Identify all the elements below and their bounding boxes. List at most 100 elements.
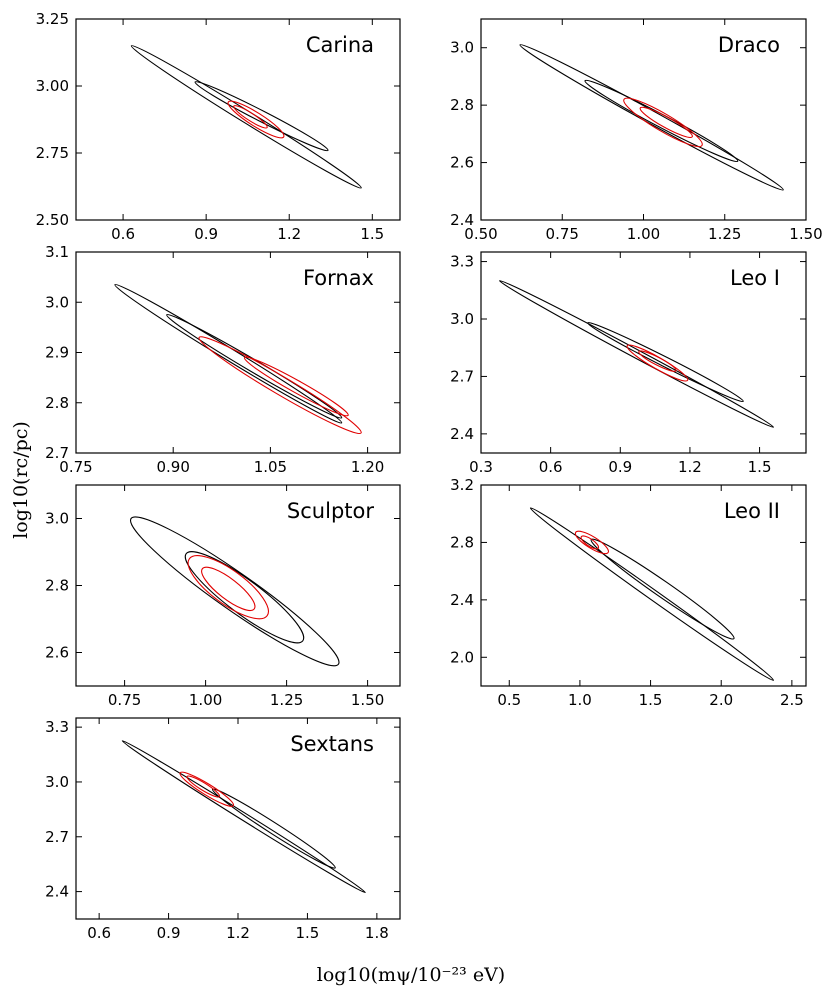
x-tick-label: 0.9 <box>157 924 181 942</box>
contours-leo-ii <box>529 507 775 681</box>
contour-black-0 <box>519 44 784 191</box>
contour-black-1 <box>590 538 735 640</box>
y-tick-label: 2.4 <box>450 211 474 229</box>
contour-black-1 <box>587 322 744 403</box>
contour-red-3 <box>638 350 677 372</box>
panel-title: Sculptor <box>287 499 374 523</box>
contour-black-0 <box>121 740 366 894</box>
x-tick-label: 1.5 <box>295 924 319 942</box>
contours-sextans <box>121 740 366 894</box>
panel-title: Fornax <box>303 266 374 290</box>
panel-title: Leo I <box>730 266 780 290</box>
x-tick-label: 1.2 <box>678 458 702 476</box>
x-tick-label: 0.6 <box>539 458 563 476</box>
panel-carina: 0.6 0.9 1.2 1.5 2.50 2.75 3.00 3.25 Carina <box>36 10 401 243</box>
panel-title: Draco <box>718 33 780 57</box>
y-tick-label: 3.0 <box>45 293 69 311</box>
y-axis-label: log10(rc/pc) <box>10 421 32 539</box>
x-tick-label: 0.5 <box>497 691 521 709</box>
contours-fornax <box>114 283 362 435</box>
x-tick-label: 0.75 <box>108 691 141 709</box>
panel-draco: 0.50 0.75 1.00 1.25 1.50 2.4 2.6 2.8 3.0 Draco <box>450 18 823 243</box>
x-tick-label: 1.8 <box>365 924 389 942</box>
y-tick-label: 3.25 <box>36 10 69 28</box>
contours-draco <box>519 44 784 191</box>
x-tick-label: 1.20 <box>351 458 384 476</box>
panel-sculptor: 0.75 1.00 1.25 1.50 2.6 2.8 3.0 Sculptor <box>45 484 401 709</box>
x-tick-label: 1.0 <box>568 691 592 709</box>
y-tick-label: 3.00 <box>36 77 69 95</box>
x-tick-label: 0.3 <box>469 458 493 476</box>
x-tick-label: 0.75 <box>59 458 92 476</box>
x-tick-label: 1.2 <box>226 924 250 942</box>
x-tick-label: 0.9 <box>194 225 218 243</box>
contour-red-2 <box>623 97 703 148</box>
contour-red-3 <box>201 566 256 612</box>
contour-red-2 <box>227 100 285 139</box>
y-tick-label: 2.50 <box>36 211 69 229</box>
panel-title: Carina <box>306 33 374 57</box>
y-tick-label: 2.6 <box>45 644 69 662</box>
panel-sextans: 0.6 0.9 1.2 1.5 1.8 2.4 2.7 3.0 3.3 Sextans <box>45 717 401 942</box>
x-tick-label: 0.50 <box>464 225 497 243</box>
y-tick-label: 3.0 <box>450 39 474 57</box>
x-tick-label: 1.00 <box>627 225 660 243</box>
contour-red-3 <box>233 105 268 129</box>
contour-red-3 <box>639 106 693 138</box>
x-tick-label: 1.05 <box>254 458 287 476</box>
y-tick-label: 2.4 <box>450 591 474 609</box>
plot-frame <box>75 18 401 221</box>
y-tick-label: 2.9 <box>45 344 69 362</box>
contour-black-0 <box>129 516 340 667</box>
y-tick-label: 3.3 <box>450 253 474 271</box>
x-tick-label: 0.6 <box>87 924 111 942</box>
x-tick-label: 1.00 <box>189 691 222 709</box>
contour-red-3 <box>243 356 349 417</box>
contour-red-2 <box>187 555 269 620</box>
contour-red-2 <box>574 530 610 555</box>
y-tick-label: 2.0 <box>450 648 474 666</box>
y-tick-label: 3.0 <box>45 510 69 528</box>
panel-leo-i: 0.3 0.6 0.9 1.2 1.5 2.4 2.7 3.0 3.3 Leo I <box>450 251 807 476</box>
contour-black-1 <box>166 314 343 419</box>
y-tick-label: 2.8 <box>45 577 69 595</box>
contour-black-1 <box>184 551 305 644</box>
x-tick-label: 1.5 <box>360 225 384 243</box>
y-tick-label: 2.8 <box>450 96 474 114</box>
contour-black-1 <box>211 788 336 869</box>
x-tick-label: 0.90 <box>156 458 189 476</box>
x-tick-label: 1.25 <box>708 225 741 243</box>
panel-title: Leo II <box>724 499 780 523</box>
contour-black-0 <box>114 283 343 424</box>
y-tick-label: 3.0 <box>45 773 69 791</box>
x-tick-label: 2.5 <box>780 691 804 709</box>
contour-black-0 <box>499 280 775 428</box>
panel-title: Sextans <box>290 732 374 756</box>
contours-leo-i <box>499 280 775 428</box>
x-tick-label: 1.2 <box>277 225 301 243</box>
y-tick-label: 2.4 <box>450 425 474 443</box>
x-tick-label: 1.50 <box>351 691 384 709</box>
y-tick-label: 2.7 <box>450 367 474 385</box>
y-tick-label: 3.1 <box>45 243 69 261</box>
y-tick-label: 3.3 <box>45 718 69 736</box>
x-axis-label: log10(mψ/10⁻²³ eV) <box>317 964 505 986</box>
x-tick-label: 1.5 <box>748 458 772 476</box>
y-tick-label: 2.6 <box>450 154 474 172</box>
panel-leo-ii: 0.5 1.0 1.5 2.0 2.5 2.0 2.4 2.8 3.2 Leo II <box>450 476 807 709</box>
y-tick-label: 2.7 <box>45 444 69 462</box>
y-tick-label: 2.8 <box>450 533 474 551</box>
plot-frame <box>480 484 807 687</box>
contour-black-0 <box>130 45 362 189</box>
contour-black-1 <box>584 79 739 163</box>
contour-red-2 <box>179 771 235 807</box>
x-tick-label: 2.0 <box>709 691 733 709</box>
y-tick-label: 2.7 <box>45 828 69 846</box>
x-tick-label: 0.9 <box>608 458 632 476</box>
x-tick-label: 1.5 <box>639 691 663 709</box>
x-tick-label: 1.50 <box>789 225 822 243</box>
contours-sculptor <box>129 516 340 667</box>
y-tick-label: 3.0 <box>450 310 474 328</box>
